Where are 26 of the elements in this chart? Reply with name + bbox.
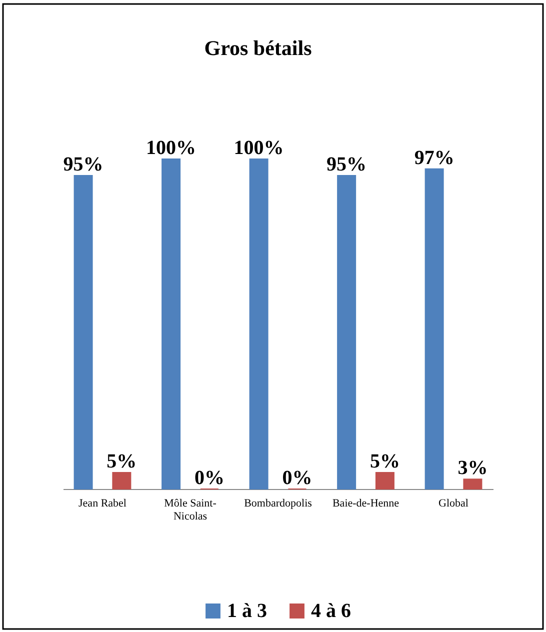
data-label: 100% (146, 137, 196, 159)
data-label: 97% (414, 146, 454, 169)
bar (249, 158, 268, 490)
bar (375, 472, 394, 490)
bar (112, 472, 132, 490)
bar (337, 175, 356, 490)
chart-title: Gros bétails (204, 36, 312, 60)
data-label: 5% (106, 450, 137, 472)
data-label: 95% (63, 154, 104, 176)
data-label: 100% (234, 137, 284, 159)
bar (74, 175, 93, 490)
bar (424, 168, 444, 490)
data-label: 95% (326, 154, 367, 176)
x-tick-label: Jean Rabel (78, 498, 126, 510)
data-label: 5% (370, 450, 400, 472)
data-label: 0% (194, 467, 224, 489)
x-tick-label: Global (438, 498, 468, 510)
x-tick-label: Baie-de-Henne (332, 498, 400, 510)
x-tick-label: Bombardopolis (244, 498, 312, 510)
legend-label: 1 à 3 (227, 600, 267, 622)
legend-label: 4 à 6 (311, 600, 351, 622)
data-label: 0% (282, 467, 312, 489)
x-tick-label: Môle Saint-Nicolas (164, 498, 217, 522)
bar (463, 478, 482, 490)
bar (162, 158, 181, 490)
data-label: 3% (458, 457, 488, 480)
